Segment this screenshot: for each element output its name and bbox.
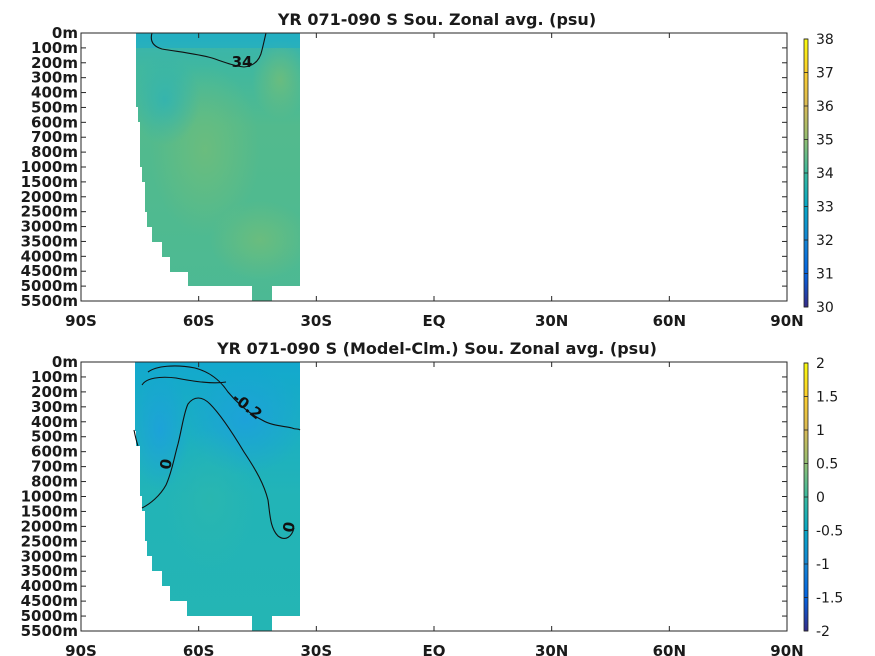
x-tick-label: EQ [423, 312, 446, 330]
contour-34: 34 [150, 32, 267, 71]
colorbar-tick-label: 0 [816, 490, 825, 506]
y-tick-label: 1500m [21, 502, 78, 520]
x-tick-label: 90N [770, 312, 803, 330]
y-tick-label: 800m [31, 473, 78, 491]
colorbar-tick-label: -1.5 [816, 591, 843, 607]
y-tick-label: 4500m [21, 592, 78, 610]
y-tick-label: 200m [31, 54, 78, 72]
x-tick-label: 30N [535, 312, 568, 330]
colorbar-tick-label: 30 [816, 300, 834, 316]
colorbar-tick-label: 34 [816, 166, 834, 182]
colorbar-tick-label: 31 [816, 267, 834, 283]
y-tick-label: 2000m [21, 517, 78, 535]
x-axis-ticks: 90S 60S 30S EQ 30N 60N 90N [65, 362, 804, 656]
y-tick-label: 5000m [21, 277, 78, 295]
y-tick-label: 0m [52, 24, 78, 42]
colorbar-tick-label: 35 [816, 133, 834, 149]
x-tick-label: EQ [423, 642, 446, 656]
y-tick-label: 200m [31, 383, 78, 401]
y-tick-label: 2500m [21, 203, 78, 221]
colorbar-tick-label: 32 [816, 233, 834, 249]
contour-label: 0 [279, 520, 299, 533]
y-tick-label: 100m [31, 39, 78, 57]
salinity-field [136, 33, 300, 301]
y-tick-label: 700m [31, 458, 78, 476]
x-tick-label: 30S [300, 642, 332, 656]
x-tick-label: 60N [653, 642, 686, 656]
y-tick-label: 5000m [21, 607, 78, 625]
y-tick-label: 400m [31, 413, 78, 431]
colorbar-tick-label: -1 [816, 557, 830, 573]
y-tick-label: 800m [31, 143, 78, 161]
colorbar-tick-label: 0.5 [816, 457, 838, 473]
contour-label: 34 [232, 53, 253, 71]
x-tick-label: 60S [183, 312, 215, 330]
difference-field [135, 362, 300, 631]
y-tick-label: 1500m [21, 173, 78, 191]
x-tick-label: 30N [535, 642, 568, 656]
colorbar-tick-label: 1.5 [816, 390, 838, 406]
y-tick-label: 3500m [21, 562, 78, 580]
colorbar-tick-label: -0.5 [816, 524, 843, 540]
y-tick-label: 2500m [21, 532, 78, 550]
y-tick-label: 100m [31, 368, 78, 386]
y-tick-label: 300m [31, 398, 78, 416]
x-axis-ticks: 90S 60S 30S EQ 30N 60N 90N [65, 33, 804, 330]
y-tick-label: 4500m [21, 262, 78, 280]
y-tick-label: 1000m [21, 158, 78, 176]
colorbar-tick-label: 33 [816, 200, 834, 216]
y-tick-label: 600m [31, 113, 78, 131]
y-tick-label: 3000m [21, 218, 78, 236]
y-tick-label: 700m [31, 128, 78, 146]
y-tick-label: 3500m [21, 232, 78, 250]
colorbar-ticks: 30 31 32 33 34 35 36 37 38 [804, 32, 834, 316]
y-tick-label: 4000m [21, 247, 78, 265]
y-tick-label: 4000m [21, 577, 78, 595]
y-tick-label: 2000m [21, 188, 78, 206]
x-tick-label: 90S [65, 642, 97, 656]
y-tick-label: 5500m [21, 292, 78, 310]
x-tick-label: 90S [65, 312, 97, 330]
y-tick-label: 5500m [21, 622, 78, 640]
colorbar: 30 31 32 33 34 35 36 37 38 [803, 32, 834, 316]
colorbar-tick-label: 36 [816, 99, 834, 115]
y-tick-label: 300m [31, 69, 78, 87]
y-tick-label: 1000m [21, 488, 78, 506]
chart-panel-salinity: YR 071-090 S Sou. Zonal avg. (psu) 34 90… [21, 10, 834, 330]
x-tick-label: 90N [770, 642, 803, 656]
y-tick-label: 3000m [21, 547, 78, 565]
chart-title: YR 071-090 S Sou. Zonal avg. (psu) [277, 10, 596, 29]
contour-zero: 0 0 [133, 397, 299, 539]
y-tick-label: 500m [31, 98, 78, 116]
x-tick-label: 60S [183, 642, 215, 656]
y-tick-label: 0m [52, 353, 78, 371]
x-tick-label: 30S [300, 312, 332, 330]
y-tick-label: 400m [31, 84, 78, 102]
chart-panel-difference: YR 071-090 S (Model-Clm.) Sou. Zonal avg… [21, 339, 844, 656]
y-axis-ticks: 0m100m200m300m400m500m600m700m800m1000m1… [21, 353, 787, 640]
colorbar-ticks: -2 -1.5 -1 -0.5 0 0.5 1 1.5 2 [804, 356, 843, 640]
colorbar-tick-label: 37 [816, 66, 834, 82]
colorbar: -2 -1.5 -1 -0.5 0 0.5 1 1.5 2 [803, 356, 843, 640]
y-tick-label: 500m [31, 428, 78, 446]
colorbar-tick-label: 2 [816, 356, 825, 372]
colorbar-tick-label: 38 [816, 32, 834, 48]
y-tick-label: 600m [31, 443, 78, 461]
colorbar-tick-label: -2 [816, 624, 830, 640]
contour-label: 0 [156, 457, 176, 470]
y-axis-ticks: 0m100m200m300m400m500m600m700m800m1000m1… [21, 24, 787, 310]
chart-title: YR 071-090 S (Model-Clm.) Sou. Zonal avg… [216, 339, 657, 358]
x-tick-label: 60N [653, 312, 686, 330]
colorbar-tick-label: 1 [816, 423, 825, 439]
